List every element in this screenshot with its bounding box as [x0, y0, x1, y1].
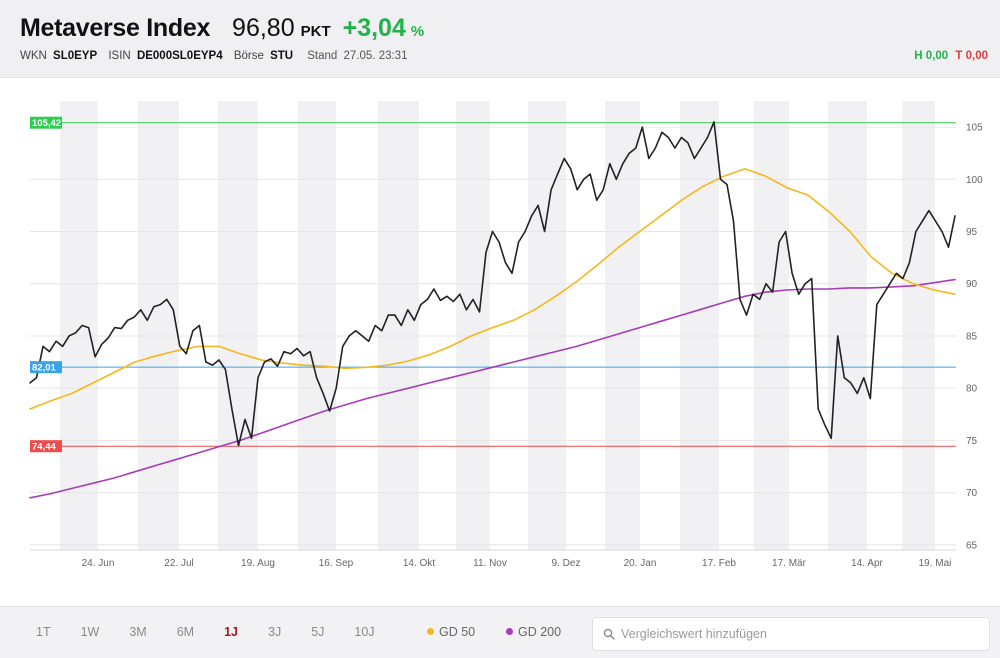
stand-label: Stand [307, 50, 338, 62]
reference-label-low: 74,44 [32, 442, 56, 453]
y-tick-label: 75 [966, 436, 978, 447]
wkn-value: SL0EYP [53, 50, 98, 62]
isin-label: ISIN [108, 50, 131, 62]
gd50-label: GD 50 [439, 625, 476, 639]
price-unit: PKT [300, 23, 331, 40]
chart-band [456, 101, 490, 550]
gd200-label: GD 200 [518, 625, 562, 639]
chart-gridlines [30, 126, 956, 551]
exchange-value: STU [270, 50, 294, 62]
reference-label-bg-high [30, 116, 62, 129]
x-tick-label: 19. Aug [241, 558, 275, 569]
x-tick-label: 19. Mai [919, 558, 952, 569]
chart-band [680, 101, 719, 550]
price-change: +3,04 [342, 14, 406, 42]
chart-toolbar: 1T 1W 3M 6M 1J 3J 5J 10J GD 50 GD 200 [0, 606, 1000, 658]
x-tick-label: 14. Okt [403, 558, 435, 569]
chart-series [29, 121, 956, 499]
reference-label-bg-low [30, 440, 62, 453]
y-tick-label: 95 [966, 227, 978, 238]
y-tick-label: 70 [966, 488, 978, 499]
reference-labels: 105,42 82,01 74,44 [30, 116, 62, 453]
exchange-label: Börse [233, 50, 264, 62]
price-chart[interactable]: 105,42 82,01 74,44 24. Jun 22. Jul 19. Aug 16… [0, 79, 1000, 606]
search-icon [603, 628, 615, 640]
y-tick-label: 105 [966, 123, 983, 134]
quote-header: Metaverse Index 96,80 PKT +3,04 % WKN SL… [0, 0, 1000, 78]
chart-band [902, 101, 935, 550]
range-button-5j[interactable]: 5J [311, 625, 325, 639]
last-price: 96,80 [232, 14, 295, 42]
chart-band [754, 101, 789, 550]
range-button-1j[interactable]: 1J [224, 625, 238, 639]
x-tick-label: 17. Feb [702, 558, 736, 569]
day-low: T 0,00 [955, 50, 988, 62]
chart-band [828, 101, 867, 550]
range-button-1w[interactable]: 1W [80, 625, 100, 639]
series-line-gd50 [29, 168, 956, 410]
compare-search-input[interactable] [621, 624, 981, 644]
x-tick-label: 24. Jun [82, 558, 115, 569]
reference-label-current: 82,01 [32, 363, 56, 374]
reference-label-bg-current [30, 361, 62, 374]
quote-title-row: Metaverse Index 96,80 PKT +3,04 % [20, 14, 424, 43]
y-tick-label: 85 [966, 331, 978, 342]
chart-band [218, 101, 258, 550]
change-percent-sign: % [410, 23, 425, 40]
range-button-6m[interactable]: 6M [176, 625, 195, 639]
instrument-title: Metaverse Index [20, 14, 211, 42]
x-tick-label: 16. Sep [319, 558, 354, 569]
chart-band [528, 101, 566, 550]
chart-bands [60, 101, 935, 550]
gd50-toggle[interactable]: GD 50 [427, 625, 475, 639]
wkn-label: WKN [20, 50, 47, 62]
gd200-dot-icon [506, 628, 513, 635]
y-tick-label: 90 [966, 279, 978, 290]
day-high-low: H 0,00 T 0,00 [914, 50, 988, 62]
range-selector: 1T 1W 3M 6M 1J 3J 5J 10J [36, 625, 405, 639]
x-tick-label: 14. Apr [851, 558, 883, 569]
chart-band [60, 101, 98, 550]
gd200-toggle[interactable]: GD 200 [506, 625, 561, 639]
reference-label-high: 105,42 [32, 118, 61, 129]
y-axis-labels: 65 70 75 80 85 90 95 100 105 [966, 123, 983, 552]
chart-band [298, 101, 336, 550]
range-button-1t[interactable]: 1T [36, 625, 51, 639]
range-button-3m[interactable]: 3M [129, 625, 147, 639]
x-tick-label: 22. Jul [164, 558, 193, 569]
day-high: H 0,00 [914, 50, 949, 62]
isin-value: DE000SL0EYP4 [136, 50, 223, 62]
chart-band [378, 101, 419, 550]
gd50-dot-icon [427, 628, 434, 635]
compare-search[interactable] [592, 617, 990, 651]
chart-band [605, 101, 640, 550]
range-button-10j[interactable]: 10J [354, 625, 375, 639]
y-tick-label: 80 [966, 384, 978, 395]
x-tick-label: 20. Jan [624, 558, 657, 569]
chart-svg[interactable]: 105,42 82,01 74,44 24. Jun 22. Jul 19. Aug 16… [0, 79, 1000, 606]
range-button-3j[interactable]: 3J [268, 625, 282, 639]
x-axis-labels: 24. Jun 22. Jul 19. Aug 16. Sep 14. Okt 11. N… [82, 558, 952, 569]
x-tick-label: 17. Mär [772, 558, 807, 569]
y-tick-label: 65 [966, 540, 978, 551]
y-tick-label: 100 [966, 175, 983, 186]
series-line-price [29, 121, 956, 447]
chart-band [138, 101, 179, 550]
instrument-meta: WKN SL0EYP ISIN DE000SL0EYP4 Börse STU S… [20, 50, 407, 62]
x-tick-label: 9. Dez [552, 558, 581, 569]
stand-value: 27.05. 23:31 [343, 50, 408, 62]
x-tick-label: 11. Nov [473, 558, 507, 569]
